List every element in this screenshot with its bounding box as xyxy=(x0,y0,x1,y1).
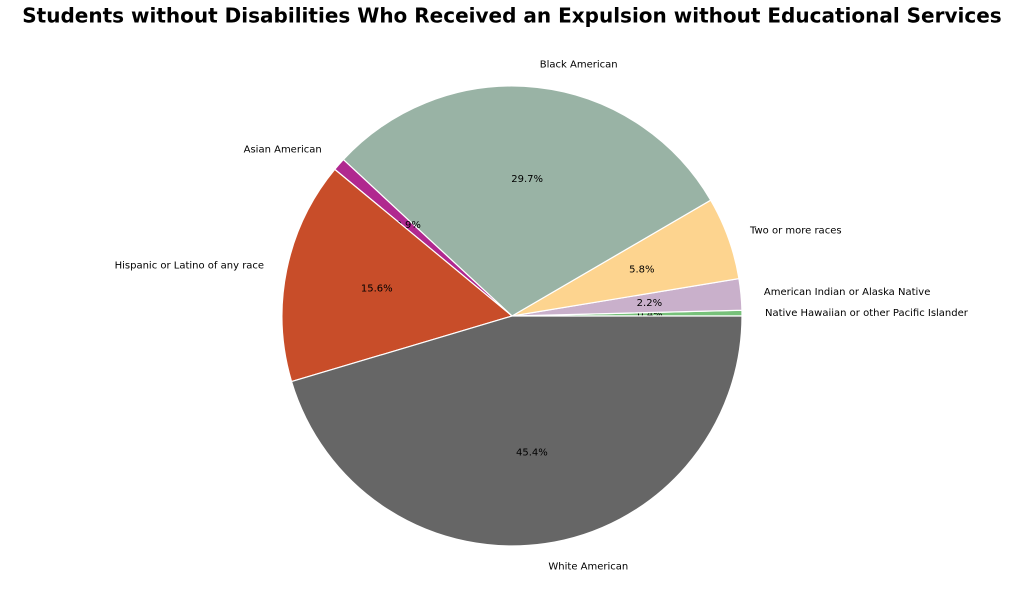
slice-label: American Indian or Alaska Native xyxy=(764,287,931,298)
slice-label: Native Hawaiian or other Pacific Islande… xyxy=(765,308,969,319)
slice-label: Hispanic or Latino of any race xyxy=(115,260,265,271)
value-label: 15.6% xyxy=(361,283,393,294)
value-label: 2.2% xyxy=(637,298,662,309)
pie-slice xyxy=(281,168,514,383)
value-label: 29.7% xyxy=(511,174,543,185)
slice-label: Black American xyxy=(540,60,618,71)
value-label: 45.4% xyxy=(516,448,548,459)
pie-slice xyxy=(342,85,712,317)
slice-label: Asian American xyxy=(244,144,322,155)
slice-label: White American xyxy=(548,561,628,572)
chart-title: Students without Disabilities Who Receiv… xyxy=(22,4,1001,28)
value-label: 0.4% xyxy=(637,309,662,320)
slice-label: Two or more races xyxy=(749,225,842,236)
pie-slice xyxy=(290,315,743,547)
value-label: 5.8% xyxy=(629,264,654,275)
value-label: 0.9% xyxy=(395,220,420,231)
